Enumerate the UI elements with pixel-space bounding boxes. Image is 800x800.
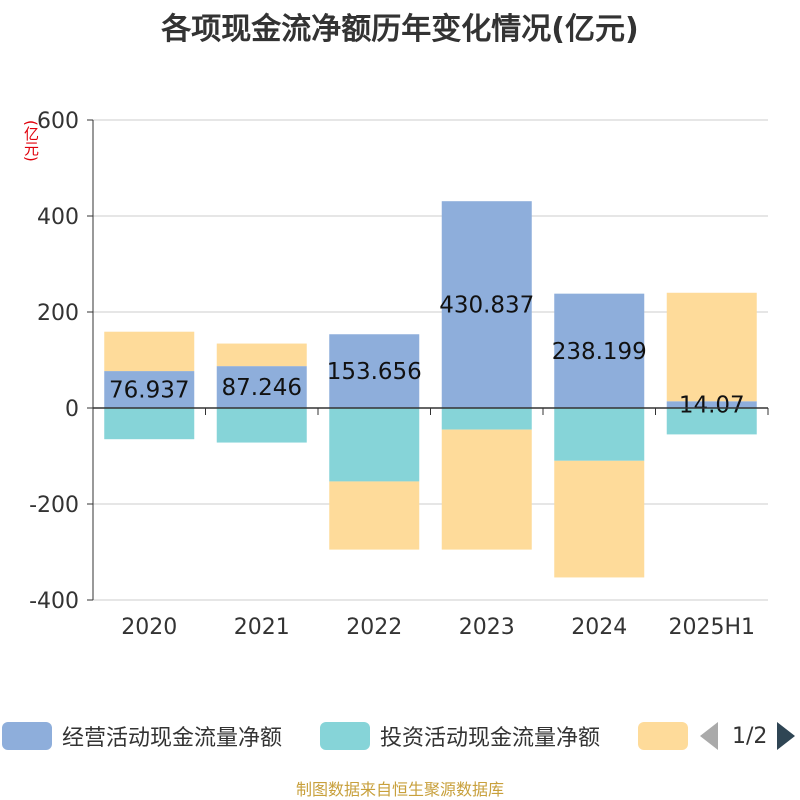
bar-financing bbox=[216, 343, 307, 367]
source-note: 制图数据来自恒生聚源数据库 bbox=[295, 780, 504, 799]
legend-swatch bbox=[2, 722, 52, 750]
bar-investing bbox=[216, 408, 307, 443]
bar-investing bbox=[441, 408, 532, 430]
bar-financing bbox=[666, 292, 757, 402]
data-label: 14.07 bbox=[679, 393, 745, 419]
y-tick-label: -400 bbox=[29, 589, 79, 614]
x-tick-label: 2024 bbox=[571, 615, 627, 640]
x-tick-label: 2020 bbox=[121, 615, 177, 640]
legend-swatch bbox=[638, 722, 688, 750]
y-tick-label: 0 bbox=[65, 397, 79, 422]
y-tick-label: 600 bbox=[37, 109, 79, 134]
legend-item-investing[interactable]: 投资活动现金流量净额 bbox=[320, 718, 600, 754]
chart: -400 -200 0 200 400 600 76.937 87.246 153.656 430… bbox=[29, 109, 769, 640]
bar-financing bbox=[104, 331, 195, 372]
bar-operating bbox=[329, 334, 420, 408]
y-tick-label: -200 bbox=[29, 493, 79, 518]
legend-label: 投资活动现金流量净额 bbox=[380, 726, 601, 751]
y-axis-unit: (亿元) bbox=[22, 120, 40, 162]
bar-operating bbox=[104, 371, 195, 408]
pager-prev-icon[interactable] bbox=[700, 722, 718, 750]
pager-text: 1/2 bbox=[732, 723, 768, 749]
bar-financing bbox=[554, 460, 645, 578]
data-label: 76.937 bbox=[109, 378, 189, 404]
x-tick-label: 2021 bbox=[234, 615, 290, 640]
bar-operating bbox=[216, 366, 307, 408]
legend-swatch bbox=[320, 722, 370, 750]
legend-pager: 1/2 bbox=[700, 718, 796, 754]
y-tick-label: 200 bbox=[37, 301, 79, 326]
legend-item-operating[interactable]: 经营活动现金流量净额 bbox=[2, 718, 282, 754]
bar-investing bbox=[329, 408, 420, 482]
x-tick-label: 2025H1 bbox=[668, 615, 755, 640]
bar-financing bbox=[329, 481, 420, 550]
data-label: 153.656 bbox=[327, 359, 422, 385]
x-tick-label: 2022 bbox=[346, 615, 402, 640]
y-tick-label: 400 bbox=[37, 205, 79, 230]
legend: 经营活动现金流量净额 投资活动现金流量净额 1/2 bbox=[0, 714, 800, 758]
bar-investing bbox=[554, 408, 645, 461]
bar-operating bbox=[554, 293, 645, 408]
legend-label: 经营活动现金流量净额 bbox=[62, 726, 283, 751]
bar-investing bbox=[104, 408, 195, 440]
bar-investing bbox=[666, 408, 757, 435]
data-label: 87.246 bbox=[222, 375, 302, 401]
x-tick-label: 2023 bbox=[459, 615, 515, 640]
bar-financing bbox=[441, 429, 532, 550]
chart-title: 各项现金流净额历年变化情况(亿元) bbox=[161, 12, 639, 47]
data-label: 238.199 bbox=[552, 339, 647, 365]
pager-next-icon[interactable] bbox=[777, 722, 796, 750]
legend-item-financing[interactable] bbox=[638, 718, 698, 754]
bar-operating bbox=[666, 401, 757, 408]
bar-operating bbox=[441, 201, 532, 408]
data-label: 430.837 bbox=[439, 293, 534, 319]
